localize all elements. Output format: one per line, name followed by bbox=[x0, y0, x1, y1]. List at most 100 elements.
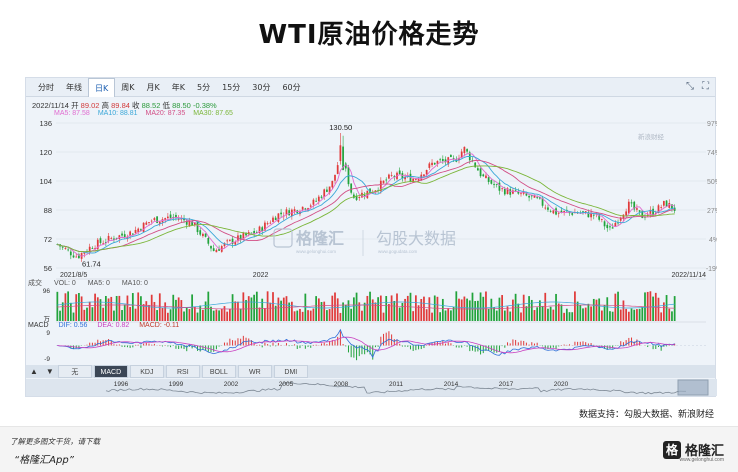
macd-hist-bar bbox=[558, 345, 560, 347]
indicator-tab[interactable]: WR bbox=[237, 365, 272, 378]
macd-hist-bar bbox=[116, 344, 118, 346]
macd-hist-bar bbox=[374, 345, 376, 348]
candle-body bbox=[525, 193, 528, 196]
volume-bar bbox=[436, 296, 439, 321]
volume-bar bbox=[226, 311, 229, 321]
volume-bar bbox=[444, 310, 447, 321]
prev-arrow-icon[interactable]: ▲ bbox=[30, 367, 38, 376]
indicator-tab[interactable]: DMI bbox=[273, 365, 308, 378]
volume-bar bbox=[401, 302, 404, 321]
volume-bar bbox=[452, 307, 455, 321]
period-tab[interactable]: 日K bbox=[88, 77, 116, 97]
period-tab[interactable]: 15分 bbox=[222, 82, 241, 92]
candle-body bbox=[266, 223, 269, 225]
macd-legend: MACD DIF: 0.56 DEA: 0.82 MACD: -0.11 bbox=[28, 322, 180, 329]
volume-bar bbox=[638, 308, 641, 321]
candle-body bbox=[228, 239, 231, 241]
macd-hist-bar bbox=[180, 345, 182, 349]
period-tab[interactable]: 5分 bbox=[197, 82, 211, 92]
candle-body bbox=[458, 157, 460, 161]
candle-body bbox=[638, 210, 641, 212]
volume-bar bbox=[210, 306, 212, 321]
candle-body bbox=[476, 168, 479, 171]
macd-hist-bar bbox=[412, 345, 414, 351]
macd-hist-bar bbox=[407, 345, 409, 347]
candle-body bbox=[274, 217, 277, 221]
fullscreen-exit-icon[interactable]: ⤡ bbox=[686, 81, 694, 92]
macd-hist-bar bbox=[577, 341, 579, 346]
volume-bar bbox=[231, 294, 234, 321]
quote-low: 88.50 bbox=[172, 101, 191, 110]
volume-bar bbox=[396, 293, 398, 321]
macd-hist-bar bbox=[86, 344, 88, 346]
candle-body bbox=[355, 195, 358, 200]
volume-bar bbox=[468, 300, 471, 321]
x-tick-label: 2022 bbox=[253, 272, 269, 279]
volume-bar bbox=[78, 292, 80, 321]
volume-bar bbox=[277, 297, 280, 321]
candle-body bbox=[582, 211, 584, 213]
macd-hist-bar bbox=[94, 342, 96, 346]
period-tab[interactable]: 分时 bbox=[38, 82, 54, 92]
fullscreen-icon[interactable]: ⛶ bbox=[702, 81, 709, 92]
macd-hist-bar bbox=[445, 343, 447, 346]
indicator-tab[interactable]: MACD bbox=[93, 365, 128, 378]
candle-body bbox=[641, 210, 644, 219]
indicator-tab[interactable]: 无 bbox=[57, 365, 92, 378]
volume-bar bbox=[293, 311, 296, 321]
candle-body bbox=[72, 255, 75, 258]
candle-body bbox=[495, 184, 498, 185]
macd-hist-bar bbox=[501, 345, 503, 347]
macd-hist-bar bbox=[396, 339, 398, 346]
indicator-tab[interactable]: BOLL bbox=[201, 365, 236, 378]
macd-hist-bar bbox=[482, 345, 484, 354]
volume-bar bbox=[261, 298, 264, 321]
macd-hist-bar bbox=[531, 342, 533, 346]
macd-axis-bottom: -9 bbox=[44, 356, 50, 363]
macd-hist-bar bbox=[426, 344, 428, 346]
volume-bar bbox=[652, 296, 654, 321]
period-tab[interactable]: 月K bbox=[146, 82, 160, 92]
macd-hist-bar bbox=[342, 344, 344, 346]
volume-bar bbox=[423, 296, 425, 321]
candle-body bbox=[528, 195, 530, 198]
candle-body bbox=[541, 198, 544, 206]
volume-bar bbox=[495, 310, 498, 321]
volume-bar bbox=[385, 296, 388, 321]
period-tab[interactable]: 60分 bbox=[282, 82, 301, 92]
candle-body bbox=[304, 208, 307, 210]
candle-body bbox=[617, 222, 619, 224]
period-toolbar: 分时 年线 日K 周K 月K 年K 5分 15分 30分 60分 bbox=[26, 77, 715, 97]
candle-body bbox=[245, 232, 247, 236]
next-arrow-icon[interactable]: ▼ bbox=[45, 367, 54, 376]
volume-bar bbox=[188, 309, 191, 321]
quote-change: -0.38% bbox=[192, 101, 217, 110]
macd-hist-bar bbox=[234, 340, 236, 346]
candle-body bbox=[210, 245, 212, 249]
indicator-tab[interactable]: RSI bbox=[165, 365, 200, 378]
candle-body bbox=[234, 241, 237, 245]
volume-bar bbox=[59, 310, 61, 321]
volume-bar bbox=[166, 312, 169, 321]
volume-bar bbox=[269, 302, 272, 321]
candle-body bbox=[288, 210, 291, 216]
candle-body bbox=[272, 217, 274, 222]
volume-bar bbox=[636, 309, 638, 321]
candle-body bbox=[671, 204, 673, 209]
macd-hist-bar bbox=[385, 332, 387, 346]
period-tab[interactable]: 年线 bbox=[66, 82, 82, 92]
candle-body bbox=[102, 243, 105, 245]
macd-hist-bar bbox=[399, 343, 401, 346]
indicator-tab[interactable]: KDJ bbox=[129, 365, 164, 378]
macd-hist-bar bbox=[461, 345, 463, 348]
macd-hist-bar bbox=[213, 345, 215, 352]
period-tab[interactable]: 年K bbox=[171, 82, 185, 92]
macd-hist-bar bbox=[647, 345, 649, 348]
volume-bar bbox=[242, 292, 245, 321]
period-tab[interactable]: 30分 bbox=[252, 82, 271, 92]
timeline-year-label: 2005 bbox=[279, 381, 294, 388]
candle-body bbox=[366, 190, 369, 199]
period-tab[interactable]: 周K bbox=[121, 82, 135, 92]
volume-bar bbox=[175, 299, 177, 321]
macd-hist-bar bbox=[280, 344, 282, 346]
